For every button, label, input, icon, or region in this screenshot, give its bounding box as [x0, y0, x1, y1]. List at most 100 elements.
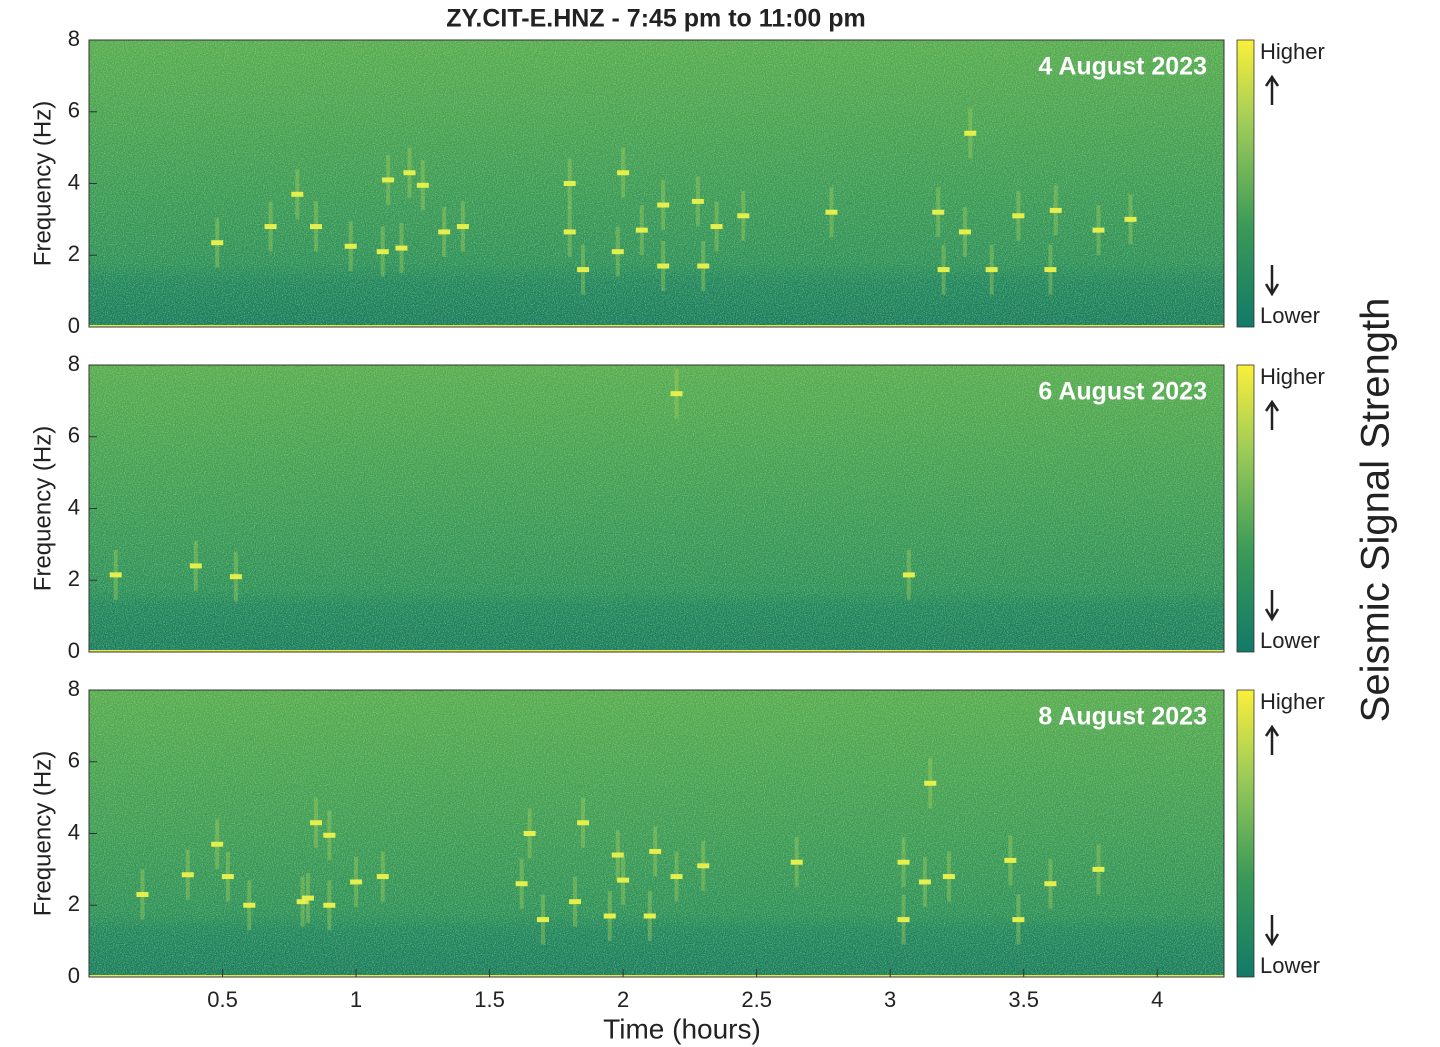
panel-annotation: 6 August 2023 [1038, 378, 1207, 406]
event [617, 877, 630, 883]
colorbar-high-label: Higher [1260, 689, 1325, 714]
event [537, 917, 549, 923]
event [902, 572, 915, 578]
event [310, 820, 322, 826]
event [657, 263, 670, 269]
x-tick-label: 1.5 [474, 987, 505, 1012]
event [243, 902, 256, 908]
event [438, 229, 451, 235]
event [617, 170, 630, 176]
event [577, 267, 590, 273]
spectrogram-noise [89, 365, 1224, 652]
y-axis-label: Frequency (Hz) [29, 101, 56, 266]
event [964, 130, 977, 136]
event [985, 267, 998, 273]
event [603, 913, 616, 919]
event [1012, 213, 1025, 219]
colorbar-low-label: Lower [1260, 303, 1320, 328]
event [1049, 207, 1062, 213]
event [221, 874, 234, 880]
x-tick-label: 3.5 [1008, 987, 1039, 1012]
x-tick-label: 4 [1151, 987, 1163, 1012]
event [643, 913, 656, 919]
event [376, 249, 389, 255]
event [395, 245, 408, 251]
y-tick-label: 2 [68, 891, 80, 916]
arrow-down [1264, 265, 1280, 297]
y-tick-label: 0 [68, 313, 80, 338]
event [790, 859, 803, 865]
event [291, 191, 304, 197]
event [523, 831, 536, 836]
y-tick-label: 8 [68, 351, 80, 376]
arrow-up [1264, 724, 1280, 755]
event [918, 879, 931, 885]
y-tick-label: 2 [68, 566, 80, 591]
event [323, 902, 336, 908]
x-tick-label: 0.5 [207, 987, 238, 1012]
event [229, 574, 242, 580]
event [611, 249, 624, 255]
event [569, 899, 582, 905]
event [670, 391, 683, 397]
event [897, 917, 910, 923]
event [932, 209, 945, 215]
y-tick-label: 4 [68, 819, 80, 844]
event [1012, 917, 1025, 923]
event [515, 881, 528, 887]
event [825, 209, 838, 215]
arrow-down [1264, 915, 1280, 947]
event [657, 202, 670, 208]
y-tick-label: 0 [68, 638, 80, 663]
event [136, 891, 149, 897]
event [924, 780, 937, 786]
colorbar-high-label: Higher [1260, 364, 1325, 389]
event [691, 198, 704, 204]
x-tick-label: 1 [350, 987, 362, 1012]
arrow-down [1264, 590, 1280, 622]
event [211, 841, 224, 847]
event [958, 229, 971, 235]
event [344, 243, 357, 249]
arrow-up [1264, 399, 1280, 430]
event [577, 820, 590, 826]
event [1124, 216, 1137, 222]
spectrogram-noise [89, 690, 1224, 977]
event [737, 213, 750, 219]
colorbar [1236, 39, 1255, 328]
event [296, 899, 309, 905]
y-tick-label: 8 [68, 676, 80, 701]
chart-title: ZY.CIT-E.HNZ - 7:45 pm to 11:00 pm [446, 5, 866, 33]
event [611, 852, 624, 858]
event [264, 224, 277, 230]
event [1044, 881, 1057, 887]
event [710, 224, 723, 230]
event [1092, 227, 1105, 233]
event [310, 224, 322, 230]
event [937, 267, 950, 273]
x-tick-label: 3 [884, 987, 896, 1012]
x-axis-label: Time (hours) [603, 1013, 761, 1044]
panel-annotation: 8 August 2023 [1038, 703, 1207, 731]
event [109, 572, 122, 578]
event [416, 182, 429, 188]
event [942, 874, 955, 880]
colorbar-high-label: Higher [1260, 39, 1325, 64]
x-tick-label: 2 [617, 987, 629, 1012]
spectrogram-noise [89, 40, 1224, 327]
colorbar-low-label: Lower [1260, 628, 1320, 653]
y-tick-label: 6 [68, 423, 80, 448]
colorbar-low-label: Lower [1260, 953, 1320, 978]
panel-annotation: 4 August 2023 [1038, 53, 1207, 81]
event [350, 879, 363, 885]
event [670, 874, 683, 880]
event [1044, 267, 1057, 273]
y-tick-label: 4 [68, 169, 80, 194]
event [456, 224, 469, 230]
y-tick-label: 6 [68, 748, 80, 773]
colorbar [1236, 689, 1255, 978]
y-tick-label: 2 [68, 241, 80, 266]
event [563, 181, 576, 186]
event [1004, 857, 1017, 863]
